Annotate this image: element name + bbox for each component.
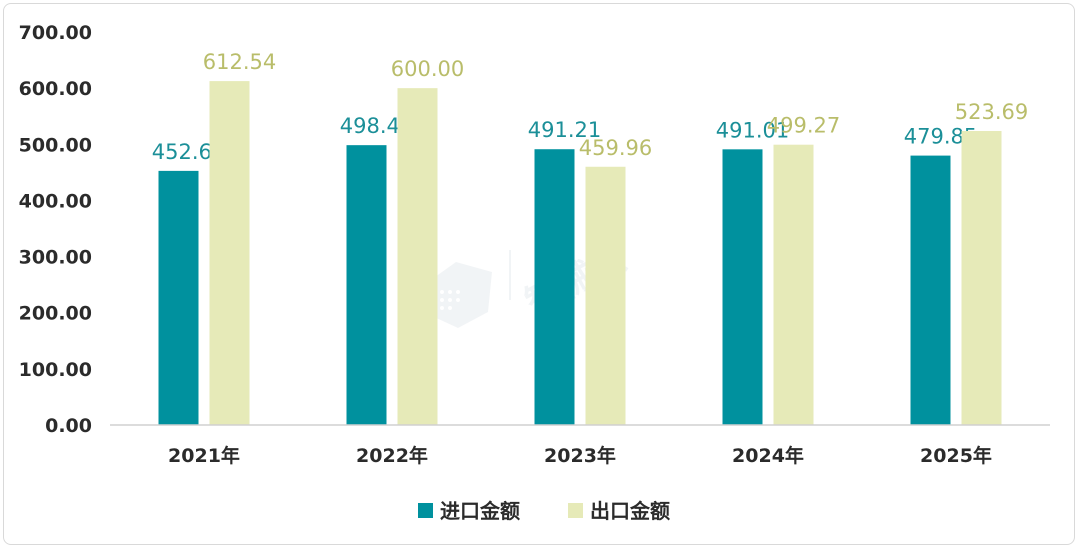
y-tick-label: 400.00 <box>19 190 92 212</box>
x-tick-label: 2023年 <box>544 444 616 467</box>
bar-export <box>961 130 1002 425</box>
y-tick-label: 500.00 <box>19 134 92 156</box>
legend-swatch <box>418 503 433 518</box>
bar-import <box>346 145 387 425</box>
data-label: 491.01 <box>716 118 789 142</box>
bar-export <box>397 88 438 426</box>
bar-import <box>910 155 951 425</box>
bar-export <box>585 166 626 425</box>
bar-export <box>773 144 814 425</box>
data-label: 612.54 <box>203 50 276 74</box>
y-tick-label: 700.00 <box>19 22 92 44</box>
y-tick-label: 100.00 <box>19 359 92 381</box>
data-label: 491.21 <box>528 118 601 142</box>
x-tick-label: 2024年 <box>732 444 804 467</box>
x-tick-label: 2021年 <box>168 444 240 467</box>
legend-label: 出口金额 <box>590 499 670 523</box>
bar-import <box>158 170 199 425</box>
data-label: 459.96 <box>579 136 652 160</box>
legend-swatch <box>568 503 583 518</box>
x-tick-label: 2022年 <box>356 444 428 467</box>
data-label: 499.27 <box>767 114 840 138</box>
y-tick-label: 0.00 <box>45 415 92 437</box>
y-tick-label: 600.00 <box>19 78 92 100</box>
bar-import <box>722 149 763 426</box>
legend-label: 进口金额 <box>440 499 520 523</box>
bar-export <box>209 81 250 425</box>
y-tick-label: 300.00 <box>19 247 92 269</box>
bar-import <box>534 149 575 425</box>
chart-frame <box>3 3 1075 545</box>
data-label: 523.69 <box>955 100 1028 124</box>
data-label: 600.00 <box>391 57 464 81</box>
x-tick-label: 2025年 <box>920 444 992 467</box>
y-tick-label: 200.00 <box>19 303 92 325</box>
